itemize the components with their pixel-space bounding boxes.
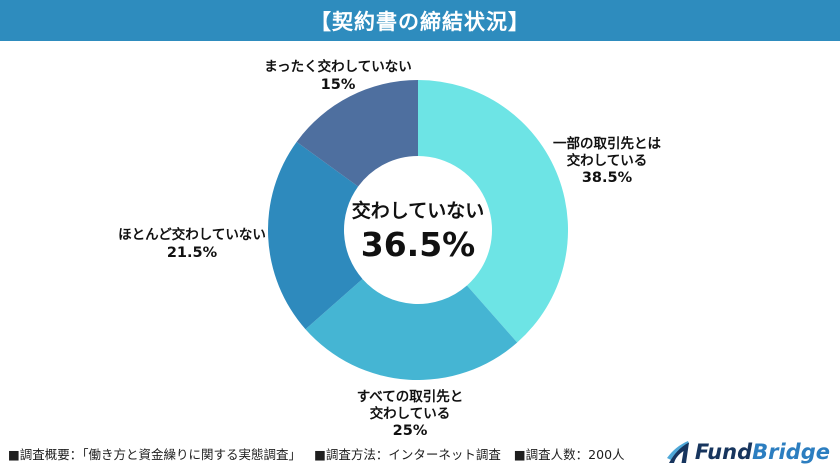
- fundbridge-logo: FundBridge: [666, 440, 830, 464]
- segment-percent: 15%: [320, 76, 356, 93]
- segment-label-line: まったく交わしていない: [264, 59, 412, 75]
- segment-percent: 21.5%: [166, 244, 218, 261]
- logo-bridge: Bridge: [752, 440, 830, 464]
- segment-percent: 25%: [392, 423, 428, 439]
- logo-fund: Fund: [694, 440, 753, 464]
- page-title: 【契約書の締結状況】: [310, 9, 530, 34]
- segment-label-hotondo: ほとんど交わしていない 21.5%: [67, 227, 317, 262]
- donut-svg: [268, 80, 568, 380]
- segment-label-line: 一部の取引先とは: [553, 136, 661, 152]
- donut-chart: [268, 80, 568, 380]
- segment-label-ichibu: 一部の取引先とは 交わしている 38.5%: [507, 136, 707, 187]
- donut-segment: [418, 80, 568, 343]
- survey-method: ■調査方法：インターネット調査: [314, 447, 501, 462]
- survey-count: ■調査人数：200人: [513, 447, 625, 462]
- survey-footnote: ■調査概要：「働き方と資金繰りに関する実態調査」 ■調査方法：インターネット調査…: [8, 444, 625, 463]
- segment-label-line: ほとんど交わしていない: [118, 227, 266, 243]
- donut-segment: [305, 278, 518, 380]
- center-value: 36.5%: [360, 225, 476, 264]
- fundbridge-logo-text: FundBridge: [695, 440, 830, 464]
- survey-overview: ■調査概要：「働き方と資金繰りに関する実態調査」: [8, 447, 302, 462]
- segment-percent: 38.5%: [581, 170, 633, 186]
- center-label: 交わしていない: [351, 200, 485, 222]
- fundbridge-logo-icon: [666, 440, 689, 463]
- donut-center-text: 交わしていない 36.5%: [318, 199, 518, 264]
- donut-segment: [296, 80, 418, 187]
- donut-segment: [268, 141, 363, 330]
- segment-label-line: 交わしている: [566, 152, 648, 169]
- segment-label-line: 交わしている: [369, 405, 451, 422]
- segment-label-mattaku: まったく交わしていない 15%: [213, 59, 463, 94]
- segment-label-subete: すべての取引先と 交わしている 25%: [310, 389, 510, 440]
- header-bar: 【契約書の締結状況】: [0, 0, 840, 41]
- segment-label-line: すべての取引先と: [356, 389, 464, 405]
